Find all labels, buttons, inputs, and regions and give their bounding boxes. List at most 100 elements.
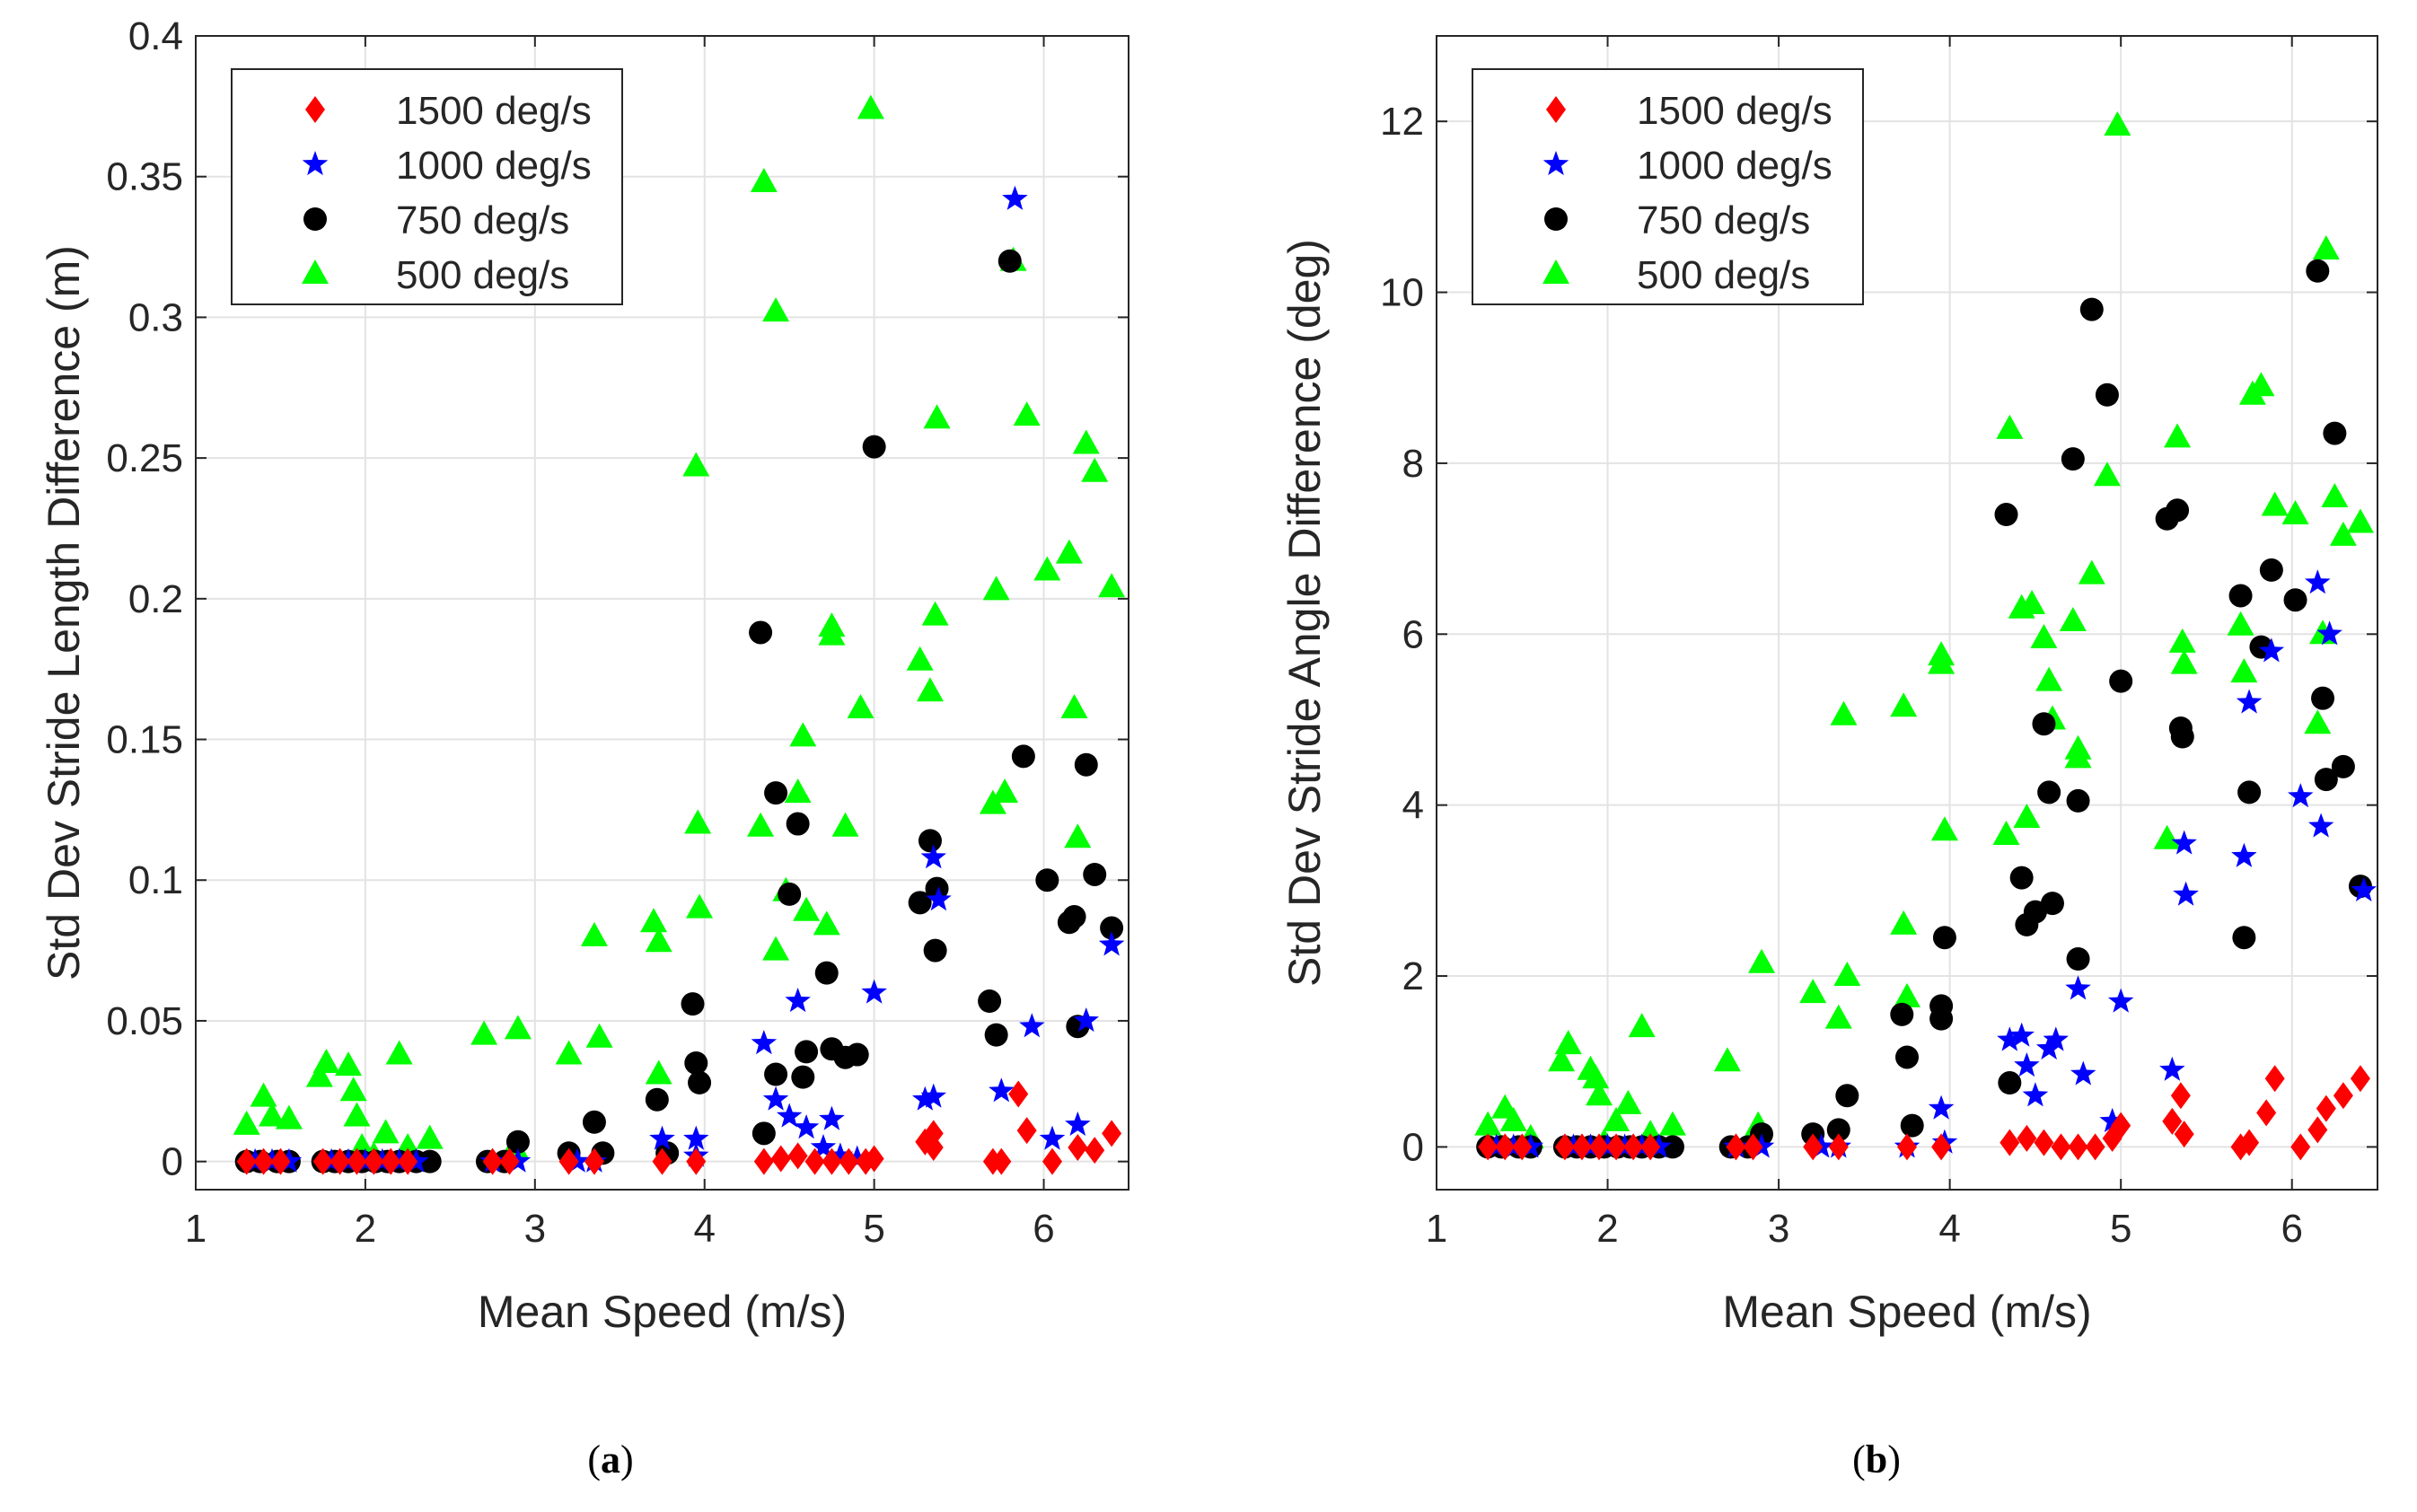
point-triangle xyxy=(504,1015,532,1040)
point-triangle xyxy=(2247,372,2275,397)
y-tick-label: 0.4 xyxy=(128,14,183,58)
point-diamond xyxy=(584,1147,604,1175)
point-star xyxy=(810,1134,837,1159)
point-diamond xyxy=(1085,1137,1105,1165)
point-triangle xyxy=(372,1119,400,1144)
legend-box xyxy=(231,68,623,305)
point-star xyxy=(2231,842,2257,867)
point-star xyxy=(2035,1034,2062,1060)
point-triangle xyxy=(470,1020,498,1045)
point-circle xyxy=(2061,447,2085,471)
point-triangle xyxy=(645,1059,672,1085)
point-triangle xyxy=(1713,1047,1741,1072)
point-circle xyxy=(2314,768,2338,792)
point-circle xyxy=(1998,1071,2022,1095)
point-star xyxy=(1002,185,1028,210)
point-diamond xyxy=(2256,1099,2277,1127)
y-tick-label: 0.3 xyxy=(128,295,183,339)
point-triangle xyxy=(1628,1013,1656,1038)
y-ticks: 0 0.05 0.1 0.15 0.2 0.25 0.3 0.35 0.4 xyxy=(106,14,1129,1184)
point-triangle xyxy=(906,646,934,671)
y-tick-label: 2 xyxy=(1402,954,1424,998)
point-triangle xyxy=(1890,692,1918,717)
point-triangle xyxy=(1992,820,2020,845)
point-triangle xyxy=(1824,1004,1852,1029)
x-tick-label: 5 xyxy=(2110,1207,2131,1251)
point-diamond xyxy=(822,1147,842,1175)
point-triangle xyxy=(1072,429,1100,454)
point-star xyxy=(861,979,887,1004)
legend-label: 1000 deg/s xyxy=(396,144,592,188)
point-diamond xyxy=(770,1145,791,1173)
point-star xyxy=(2008,1022,2035,1047)
point-circle xyxy=(2228,584,2253,608)
point-circle xyxy=(845,1042,869,1067)
x-tick-label: 3 xyxy=(524,1207,546,1251)
series-diamond xyxy=(1478,1065,2370,1161)
point-star xyxy=(827,1142,854,1167)
point-triangle xyxy=(682,452,710,477)
legend-marker-circle xyxy=(1544,207,1568,231)
point-star xyxy=(926,886,952,911)
point-circle xyxy=(984,1023,1008,1047)
point-triangle xyxy=(1799,979,1827,1004)
legend-label: 750 deg/s xyxy=(1637,198,1810,242)
y-axis-label: Std Dev Stride Length Difference (m) xyxy=(39,245,89,980)
point-star xyxy=(1098,931,1125,956)
point-triangle xyxy=(2261,491,2289,516)
point-circle xyxy=(2079,297,2104,321)
point-star xyxy=(1997,1026,2023,1051)
point-star xyxy=(762,1086,789,1111)
y-tick-label: 0 xyxy=(162,1140,183,1184)
point-star xyxy=(989,1077,1015,1103)
point-diamond xyxy=(1068,1133,1088,1161)
point-triangle xyxy=(1748,948,1776,973)
point-triangle xyxy=(1614,1089,1642,1114)
point-circle xyxy=(681,992,705,1016)
data-points xyxy=(1474,110,2377,1161)
point-star xyxy=(751,1030,778,1055)
point-circle xyxy=(1660,1135,1684,1159)
axes-box xyxy=(1436,35,2378,1191)
point-triangle xyxy=(923,404,951,429)
point-diamond xyxy=(2068,1133,2088,1161)
point-circle xyxy=(684,1050,708,1075)
point-star xyxy=(2307,813,2334,838)
point-triangle xyxy=(2230,658,2258,683)
point-circle xyxy=(1074,752,1098,777)
point-triangle xyxy=(1055,539,1083,564)
y-tick-label: 10 xyxy=(1380,271,1424,315)
point-diamond xyxy=(482,1147,503,1175)
point-triangle xyxy=(1833,962,1861,987)
point-triangle xyxy=(2281,500,2309,525)
point-star xyxy=(2305,569,2331,594)
point-star xyxy=(2099,1107,2125,1132)
point-diamond xyxy=(1606,1133,1627,1161)
point-diamond xyxy=(2307,1116,2328,1144)
point-triangle xyxy=(982,576,1010,601)
point-triangle xyxy=(2170,649,2198,674)
point-triangle xyxy=(335,1051,363,1077)
point-diamond xyxy=(1008,1080,1029,1108)
x-axis-label: Mean Speed (m/s) xyxy=(478,1287,847,1337)
point-diamond xyxy=(364,1147,384,1175)
point-circle xyxy=(688,1070,712,1094)
point-star xyxy=(649,1125,675,1150)
point-circle xyxy=(795,1040,819,1064)
point-triangle xyxy=(2304,709,2332,734)
point-diamond xyxy=(2174,1121,2194,1148)
point-star xyxy=(2258,637,2285,663)
point-diamond xyxy=(923,1120,944,1147)
point-triangle xyxy=(1658,1111,1686,1136)
point-triangle xyxy=(684,809,712,834)
point-circle xyxy=(2237,780,2262,804)
point-circle xyxy=(2109,669,2133,693)
point-diamond xyxy=(1589,1133,1610,1161)
legend: 1500 deg/s 1000 deg/s 750 deg/s 500 deg/s xyxy=(1472,68,1864,305)
point-circle xyxy=(1929,994,1954,1018)
point-triangle xyxy=(1996,414,2024,439)
x-tick-label: 2 xyxy=(1596,1207,1618,1251)
point-triangle xyxy=(1499,1106,1527,1131)
point-triangle xyxy=(847,694,875,719)
point-triangle xyxy=(762,297,790,322)
